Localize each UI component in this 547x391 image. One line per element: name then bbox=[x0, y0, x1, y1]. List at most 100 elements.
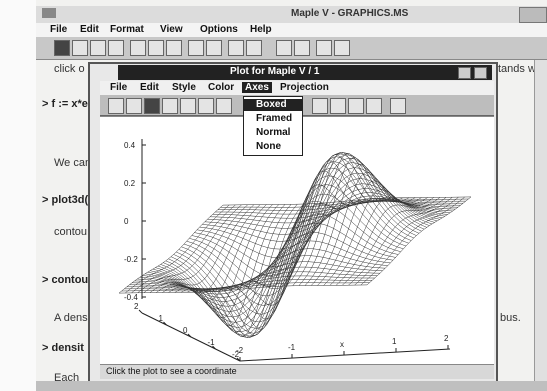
toolbar-redo-icon[interactable] bbox=[206, 40, 222, 56]
toolbar-help-icon[interactable] bbox=[334, 40, 350, 56]
plot-menu-projection[interactable]: Projection bbox=[280, 82, 329, 93]
worksheet-text: contou bbox=[54, 226, 88, 238]
mesh-line bbox=[366, 196, 472, 286]
plot-rotate-icon[interactable] bbox=[312, 98, 328, 114]
y-tick-label: 0 bbox=[183, 326, 188, 335]
plot-menu-style[interactable]: Style bbox=[172, 82, 196, 93]
worksheet-text: We can bbox=[54, 157, 92, 169]
mesh-line bbox=[121, 282, 370, 292]
mesh-line bbox=[163, 167, 412, 336]
mesh-line bbox=[168, 156, 417, 339]
x-tick-label: 1 bbox=[392, 337, 397, 346]
toolbar-undo-icon[interactable] bbox=[188, 40, 204, 56]
plot-axes-box-icon[interactable] bbox=[330, 98, 346, 114]
plot-menu-axes[interactable]: Axes bbox=[242, 82, 272, 93]
x-axis bbox=[239, 348, 451, 362]
toolbar-exec-icon[interactable] bbox=[276, 40, 292, 56]
z-tick-label: 0 bbox=[124, 217, 129, 226]
window-controls[interactable] bbox=[519, 7, 547, 23]
plot-statusbar: Click the plot to see a coordinate bbox=[100, 364, 494, 379]
axes-menu-none[interactable]: None bbox=[256, 141, 281, 152]
plot-light-icon[interactable] bbox=[216, 98, 232, 114]
worksheet-input[interactable]: > plot3d( bbox=[42, 194, 89, 206]
plot-axes-none-icon[interactable] bbox=[366, 98, 382, 114]
worksheet-text: A dens bbox=[54, 312, 88, 324]
plot-titlebar: Plot for Maple V / 1 bbox=[118, 65, 492, 80]
menu-edit[interactable]: Edit bbox=[80, 24, 99, 35]
menu-options[interactable]: Options bbox=[200, 24, 238, 35]
axes-menu-normal[interactable]: Normal bbox=[256, 127, 291, 138]
maximize-icon[interactable] bbox=[474, 67, 487, 79]
axes-menu-framed[interactable]: Framed bbox=[256, 113, 293, 124]
mesh-line bbox=[335, 197, 441, 286]
mesh-line bbox=[139, 248, 388, 295]
plot-canvas[interactable]: 0.4 0.2 0 -0.2 -0.4 2 1 0 -1 -2 -2 -1 x 1 2 bbox=[100, 116, 494, 365]
menu-view[interactable]: View bbox=[160, 24, 183, 35]
mesh-line bbox=[342, 197, 447, 286]
mesh-line bbox=[298, 157, 403, 286]
z-tick-label: 0.2 bbox=[124, 179, 136, 188]
x-tick-label: x bbox=[340, 340, 344, 349]
system-menu-icon[interactable] bbox=[42, 8, 56, 18]
plot-menu-file[interactable]: File bbox=[110, 82, 128, 93]
plot-style-patch-icon[interactable] bbox=[108, 98, 124, 114]
toolbar-copy-icon[interactable] bbox=[148, 40, 164, 56]
plot-axes-frame-icon[interactable] bbox=[348, 98, 364, 114]
toolbar-stop-icon[interactable] bbox=[294, 40, 310, 56]
worksheet-scrollbar[interactable] bbox=[534, 60, 547, 381]
axes-menu-boxed[interactable]: Boxed bbox=[244, 99, 302, 111]
toolbar-text-icon[interactable] bbox=[228, 40, 244, 56]
plot-style-wire-icon[interactable] bbox=[144, 98, 160, 114]
mesh-line bbox=[255, 199, 360, 289]
y-tick bbox=[138, 309, 143, 314]
toolbar-input-icon[interactable] bbox=[246, 40, 262, 56]
worksheet-input[interactable]: > densit bbox=[42, 342, 84, 354]
toolbar-print-icon[interactable] bbox=[108, 40, 124, 56]
toolbar-save-icon[interactable] bbox=[90, 40, 106, 56]
y-tick-label: -2 bbox=[232, 350, 240, 359]
minimize-icon[interactable] bbox=[458, 67, 471, 79]
plot-style-contour-icon[interactable] bbox=[162, 98, 178, 114]
mesh-line bbox=[311, 171, 416, 286]
plot-color-icon[interactable] bbox=[198, 98, 214, 114]
mesh-line bbox=[329, 197, 434, 286]
y-tick-label: 2 bbox=[134, 302, 139, 311]
main-toolbar bbox=[36, 37, 547, 60]
toolbar-zoom-icon[interactable] bbox=[316, 40, 332, 56]
toolbar-cut-icon[interactable] bbox=[130, 40, 146, 56]
mesh-line bbox=[126, 275, 375, 290]
y-tick bbox=[163, 321, 167, 326]
x-tick-label: -2 bbox=[236, 346, 244, 355]
z-tick-label: 0.4 bbox=[124, 141, 136, 150]
main-titlebar: Maple V - GRAPHICS.MS bbox=[36, 6, 547, 24]
mesh-line bbox=[360, 196, 465, 286]
plot-style-hidden-icon[interactable] bbox=[126, 98, 142, 114]
menu-help[interactable]: Help bbox=[250, 24, 272, 35]
plot-scale-icon[interactable] bbox=[390, 98, 406, 114]
mesh-line bbox=[124, 279, 373, 290]
plot-style-point-icon[interactable] bbox=[180, 98, 196, 114]
worksheet-text: click o bbox=[54, 63, 85, 75]
worksheet-text: tands wi bbox=[498, 63, 539, 75]
toolbar-new-icon[interactable] bbox=[54, 40, 70, 56]
mesh-line bbox=[292, 153, 397, 286]
menu-file[interactable]: File bbox=[50, 24, 68, 35]
worksheet-input[interactable]: > contou bbox=[42, 274, 89, 286]
toolbar-open-icon[interactable] bbox=[72, 40, 88, 56]
desktop-left-edge bbox=[0, 0, 36, 391]
z-tick-label: -0.4 bbox=[124, 293, 138, 302]
x-tick-label: -1 bbox=[288, 343, 296, 352]
mesh-line bbox=[304, 164, 410, 286]
menu-format[interactable]: Format bbox=[110, 24, 144, 35]
worksheet-input[interactable]: > f := x*e bbox=[42, 98, 88, 110]
axes-dropdown-menu: Boxed Framed Normal None bbox=[243, 96, 303, 156]
toolbar-paste-icon[interactable] bbox=[166, 40, 182, 56]
mesh-line bbox=[249, 200, 354, 289]
mesh-line bbox=[286, 151, 391, 287]
plot-menu-color[interactable]: Color bbox=[208, 82, 235, 93]
plot-menu-edit[interactable]: Edit bbox=[140, 82, 159, 93]
main-window-title: Maple V - GRAPHICS.MS bbox=[291, 8, 409, 19]
main-menubar: File Edit Format View Options Help bbox=[36, 23, 547, 37]
